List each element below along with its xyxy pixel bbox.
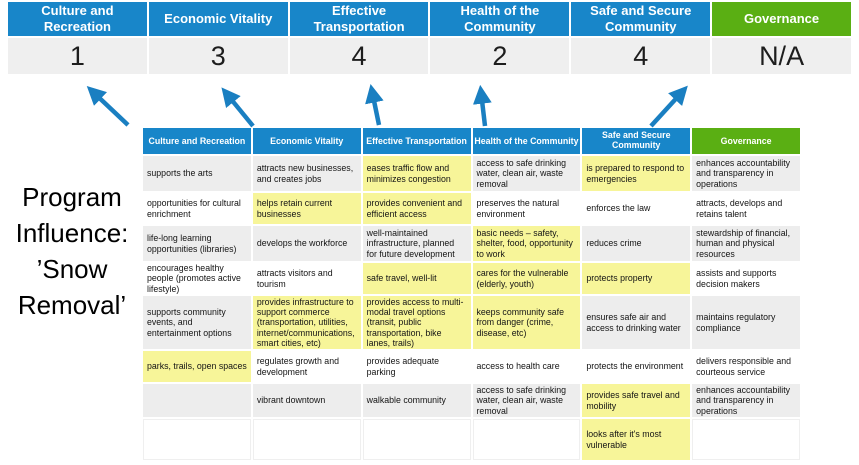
matrix-cell-highlighted: safe travel, well-lit	[362, 263, 471, 294]
matrix-cell-highlighted: provides infrastructure to support comme…	[252, 296, 361, 349]
matrix-cell-highlighted: basic needs – safety, shelter, food, opp…	[472, 226, 581, 261]
matrix-cell: well-maintained infrastructure, planned …	[362, 226, 471, 261]
matrix-cell: delivers responsible and courteous servi…	[692, 351, 800, 382]
arrow-icon-5	[649, 85, 688, 128]
priority-score-economic-vitality: 3	[148, 38, 288, 74]
matrix-cell: stewardship of financial, human and phys…	[692, 226, 800, 261]
matrix-cell: protects the environment	[582, 351, 691, 382]
priority-score-effective-transportation: 4	[289, 38, 429, 74]
matrix-cell	[143, 384, 251, 417]
matrix-cell	[252, 419, 361, 460]
matrix-cell: enforces the law	[582, 193, 691, 224]
matrix-cell: assists and supports decision makers	[692, 263, 800, 294]
priority-header-governance: Governance	[712, 2, 851, 36]
priority-header-health-community: Health of the Community	[430, 2, 570, 36]
matrix-cell: attracts visitors and tourism	[252, 263, 361, 294]
arrow-icon-3	[365, 83, 384, 126]
matrix-cell-highlighted: provides access to multi-modal travel op…	[362, 296, 471, 349]
matrix-cell-highlighted: protects property	[582, 263, 691, 294]
matrix-cell	[692, 419, 800, 460]
matrix-cell: develops the workforce	[252, 226, 361, 261]
matrix-column-header: Safe and Secure Community	[582, 128, 691, 154]
matrix-cell-highlighted: looks after it's most vulnerable	[582, 419, 691, 460]
matrix-cell: attracts, develops and retains talent	[692, 193, 800, 224]
priority-header-economic-vitality: Economic Vitality	[148, 2, 288, 36]
matrix-cell-highlighted: cares for the vulnerable (elderly, youth…	[472, 263, 581, 294]
priority-score-safe-secure: 4	[571, 38, 711, 74]
matrix-cell	[472, 419, 581, 460]
matrix-column-header: Health of the Community	[472, 128, 581, 154]
matrix-cell: vibrant downtown	[252, 384, 361, 417]
matrix-cell: ensures safe air and access to drinking …	[582, 296, 691, 349]
matrix-cell: reduces crime	[582, 226, 691, 261]
matrix-cell-highlighted: is prepared to respond to emergencies	[582, 156, 691, 191]
matrix-cell: encourages healthy people (promotes acti…	[143, 263, 251, 294]
matrix-cell	[143, 419, 251, 460]
priority-scoreboard: Culture and Recreation Economic Vitality…	[8, 2, 851, 74]
matrix-cell: access to safe drinking water, clean air…	[472, 156, 581, 191]
matrix-cell: supports community events, and entertain…	[143, 296, 251, 349]
matrix-column-header: Governance	[692, 128, 800, 154]
priority-header-culture-recreation: Culture and Recreation	[8, 2, 147, 36]
matrix-column-header: Culture and Recreation	[143, 128, 251, 154]
influence-matrix: Culture and Recreation Economic Vitality E…	[143, 128, 800, 460]
matrix-cell: enhances accountability and transparency…	[692, 156, 800, 191]
priority-header-safe-secure: Safe and Secure Community	[571, 2, 711, 36]
matrix-cell: attracts new businesses, and creates job…	[252, 156, 361, 191]
matrix-cell	[362, 419, 471, 460]
matrix-cell-highlighted: provides safe travel and mobility	[582, 384, 691, 417]
matrix-cell: walkable community	[362, 384, 471, 417]
influence-arrows	[86, 83, 688, 128]
priority-score-health-community: 2	[430, 38, 570, 74]
matrix-cell-highlighted: provides convenient and efficient access	[362, 193, 471, 224]
matrix-cell: supports the arts	[143, 156, 251, 191]
matrix-column-header: Economic Vitality	[252, 128, 361, 154]
matrix-column-header: Effective Transportation	[362, 128, 471, 154]
arrow-icon-2	[221, 87, 255, 128]
matrix-cell: access to health care	[472, 351, 581, 382]
matrix-cell: preserves the natural environment	[472, 193, 581, 224]
matrix-cell: opportunities for cultural enrichment	[143, 193, 251, 224]
matrix-cell-highlighted: parks, trails, open spaces	[143, 351, 251, 382]
priority-score-governance: N/A	[712, 38, 851, 74]
matrix-cell: maintains regulatory compliance	[692, 296, 800, 349]
matrix-cell: regulates growth and development	[252, 351, 361, 382]
arrow-icon-4	[472, 84, 492, 127]
matrix-cell: life-long learning opportunities (librar…	[143, 226, 251, 261]
matrix-cell-highlighted: helps retain current businesses	[252, 193, 361, 224]
matrix-cell: access to safe drinking water, clean air…	[472, 384, 581, 417]
matrix-cell: provides adequate parking	[362, 351, 471, 382]
matrix-cell-highlighted: keeps community safe from danger (crime,…	[472, 296, 581, 349]
arrow-icon-1	[86, 86, 130, 127]
program-influence-label: Program Influence: ’Snow Removal’	[15, 182, 129, 320]
priority-score-culture-recreation: 1	[8, 38, 147, 74]
matrix-cell: enhances accountability and transparency…	[692, 384, 800, 417]
priority-header-effective-transportation: Effective Transportation	[289, 2, 429, 36]
matrix-cell-highlighted: eases traffic flow and minimizes congest…	[362, 156, 471, 191]
